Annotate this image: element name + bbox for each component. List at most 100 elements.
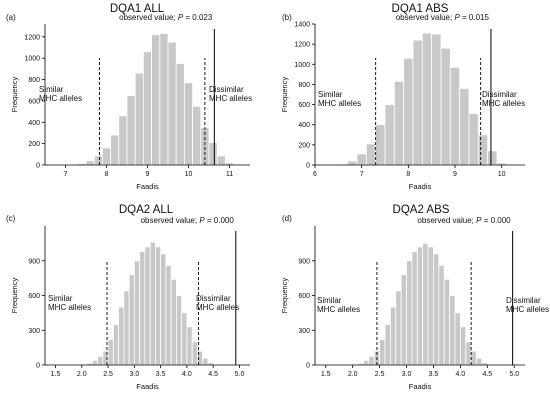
x-tick-label: 11 (226, 171, 233, 178)
histogram-bar (154, 246, 162, 366)
panel-a: 7 8 9 10 11 0 200 400 600 800 1000 1200 Faadis Freque… (0, 0, 275, 201)
similar-label: Similar MHC alleles (317, 296, 360, 314)
bars (352, 242, 494, 366)
histogram-bar (356, 153, 367, 166)
histogram-bar (347, 160, 358, 166)
histogram-bar (181, 312, 188, 366)
histogram-bar (403, 57, 414, 166)
histogram-bar (440, 47, 451, 166)
x-tick-label: 3.0 (402, 371, 412, 378)
x-tick-label: 4.5 (208, 371, 218, 378)
y-tick-label: 1400 (294, 22, 310, 29)
observed-value-label: observed value; P = 0.000 (141, 216, 235, 225)
x-tick-label: 5.0 (509, 371, 519, 378)
x-axis-label: Faadis (409, 182, 432, 191)
panel-label: (d) (282, 214, 292, 223)
dissimilar-label: Dissimilar MHC alleles (209, 85, 252, 103)
x-tick-label: 3.5 (156, 371, 166, 378)
histogram-bar (487, 150, 498, 166)
y-tick-label: 900 (28, 258, 40, 265)
histogram-bar (422, 242, 429, 366)
panel-title: DQA2 ALL (119, 204, 174, 216)
x-tick-label: 7 (64, 171, 68, 178)
histogram-bar (416, 246, 424, 366)
histogram-bar (93, 155, 103, 166)
x-tick-label: 6 (313, 171, 317, 178)
histogram-bar (191, 341, 198, 366)
panel-title: DQA2 ABS (393, 204, 450, 216)
histogram-bar (443, 278, 451, 366)
histogram-bar (202, 357, 209, 366)
histogram-bar (175, 63, 185, 166)
y-tick-label: 600 (298, 293, 310, 300)
similar-label: Similar MHC alleles (39, 85, 82, 103)
y-tick-label: 0 (306, 363, 310, 370)
panel-label: (c) (6, 214, 16, 223)
histogram-bar (384, 104, 395, 166)
panel-title: DQA1 ABS (392, 3, 449, 15)
x-tick-label: 2.0 (348, 371, 358, 378)
histogram-bar (470, 350, 477, 366)
y-tick-label: 1000 (294, 62, 310, 69)
y-tick-label: 200 (298, 142, 310, 149)
y-tick-label: 0 (306, 163, 310, 170)
x-tick-label: 3.0 (129, 371, 139, 378)
x-tick-label: 4.0 (456, 371, 466, 378)
x-tick-label: 4.0 (182, 371, 192, 378)
histogram-bar (134, 72, 144, 166)
histogram-bar (411, 251, 418, 366)
bars (337, 32, 507, 166)
histogram-bar (393, 81, 405, 166)
panel-b: 6 7 8 9 10 0 200 400 600 800 1000 1200 1400 Faadis Fre… (275, 0, 550, 201)
histogram-bar (379, 339, 386, 366)
y-tick-label: 1200 (294, 42, 310, 49)
histogram-bar (412, 39, 423, 166)
histogram-chart: 6 7 8 9 10 0 200 400 600 800 1000 1200 1400 Faadis Fre… (280, 3, 525, 191)
x-tick-label: 9 (453, 171, 457, 178)
histogram-bar (167, 41, 177, 166)
y-tick-label: 900 (298, 258, 310, 265)
histogram-bar (454, 312, 461, 366)
y-tick-label: 1000 (24, 56, 40, 63)
x-tick-label: 1.5 (321, 371, 331, 378)
y-tick-label: 400 (298, 122, 310, 129)
histogram-bar (102, 147, 112, 166)
x-tick-label: 2.0 (77, 371, 87, 378)
y-axis-label: Frequency (10, 77, 19, 113)
y-tick-label: 600 (28, 98, 40, 105)
histogram-bar (449, 295, 456, 366)
histogram-bar (368, 355, 375, 366)
dissimilar-label: Dissimilar MHC alleles (506, 296, 549, 314)
y-tick-label: 300 (28, 328, 40, 335)
histogram-bar (183, 82, 193, 166)
x-tick-label: 2.5 (103, 371, 113, 378)
x-tick-label: 1.5 (51, 371, 61, 378)
x-tick-label: 3.5 (429, 371, 439, 378)
dissimilar-label: Dissimilar MHC alleles (482, 90, 525, 108)
histogram-bar (110, 134, 120, 166)
panel-d: 1.5 2.0 2.5 3.0 3.5 4.0 4.5 5.0 0 300 600 900 Faadis… (275, 201, 550, 402)
x-tick-label: 7 (360, 171, 364, 178)
histogram-bar (365, 143, 377, 166)
similar-label: Similar MHC alleles (48, 294, 91, 312)
x-tick-label: 9 (146, 171, 150, 178)
y-tick-label: 600 (28, 293, 40, 300)
histogram-chart: 1.5 2.0 2.5 3.0 3.5 4.0 4.5 5.0 0 300 600 900 Faadis… (6, 204, 250, 391)
x-tick-label: 2.5 (375, 371, 385, 378)
histogram-bar (421, 32, 433, 166)
histogram-bar (159, 33, 169, 166)
x-axis-label: Faadis (136, 182, 159, 191)
histogram-bar (160, 253, 167, 366)
histogram-bar (144, 246, 151, 366)
y-tick-label: 1200 (24, 34, 40, 41)
observed-value-label: observed value; P = 0.015 (396, 13, 490, 22)
panel-label: (a) (6, 13, 16, 22)
histogram-bar (400, 274, 407, 366)
y-tick-label: 600 (298, 102, 310, 109)
y-axis-label: Frequency (280, 278, 289, 314)
similar-label: Similar MHC alleles (318, 90, 361, 108)
y-tick-label: 0 (36, 363, 40, 370)
histogram-bar (459, 326, 467, 366)
histogram-bar (186, 326, 193, 366)
